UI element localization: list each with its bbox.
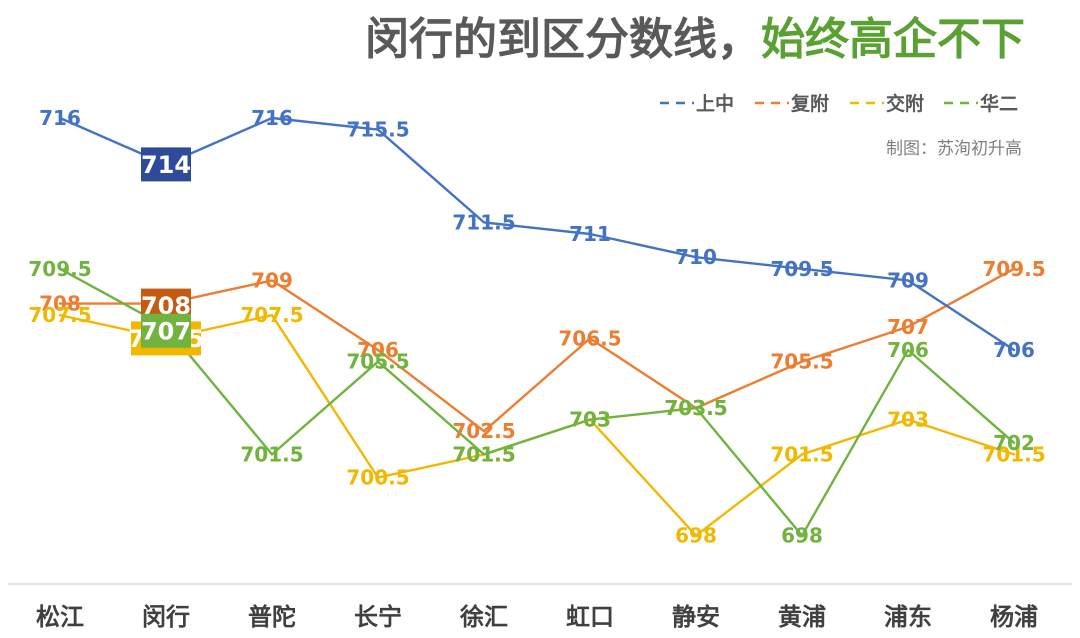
- x-tick-label: 黄浦: [778, 603, 826, 631]
- data-label-华二: 709.5: [28, 257, 91, 281]
- highlight-box-华二: [141, 313, 191, 348]
- data-label-华二: 703: [569, 408, 611, 432]
- data-label-华二: 706: [887, 338, 929, 362]
- data-label-交附: 701.5: [770, 442, 833, 466]
- legend-label: 复附: [790, 92, 829, 115]
- data-label-上中: 709.5: [770, 257, 833, 281]
- legend-label: 华二: [980, 92, 1018, 115]
- x-tick-label: 徐汇: [459, 603, 508, 631]
- data-label-上中: 710: [675, 245, 717, 269]
- data-label-交附: 703: [887, 408, 929, 432]
- series-line-复附: [58, 267, 1016, 433]
- data-label-华二: 698: [781, 524, 823, 548]
- x-axis-categories: 松江 闵行 普陀 长宁 徐汇 虹口 静安 黄浦 浦东 杨浦: [36, 603, 1038, 631]
- data-label-交附: 707.5: [240, 303, 303, 327]
- data-label-复附: 709: [251, 268, 293, 292]
- data-label-华二: 707: [141, 317, 191, 345]
- highlight-box-上中: [141, 147, 191, 182]
- chart-title-main: 闵行的到区分数线，: [365, 14, 761, 65]
- x-tick-label: 闵行: [142, 603, 190, 631]
- data-label-复附: 706: [357, 338, 399, 362]
- data-label-交附: 698: [675, 524, 717, 548]
- series-lines: [58, 116, 1016, 537]
- chart-title: 闵行的到区分数线，始终高企不下: [365, 14, 1025, 65]
- legend-label: 交附: [886, 92, 924, 115]
- data-label-上中: 716: [251, 106, 293, 130]
- data-label-上中: 716: [39, 106, 81, 130]
- data-label-华二: 705.5: [346, 350, 409, 374]
- data-label-复附: 702.5: [452, 419, 515, 443]
- chart-credit: 制图：苏洵初升高: [886, 139, 1022, 159]
- x-tick-label: 虹口: [566, 603, 614, 631]
- chart-title-highlight: 始终高企不下: [761, 14, 1025, 65]
- x-tick-label: 松江: [36, 603, 84, 631]
- data-label-复附: 709.5: [982, 257, 1045, 281]
- data-label-上中: 714: [141, 151, 191, 179]
- data-label-交附: 707.5: [28, 303, 91, 327]
- data-label-复附: 707: [887, 315, 929, 339]
- legend-label: 上中: [696, 92, 734, 115]
- data-label-上中: 715.5: [346, 118, 409, 142]
- data-label-交附: 701.5: [452, 442, 515, 466]
- data-label-华二: 701.5: [240, 442, 303, 466]
- data-label-交附: 703: [569, 408, 611, 432]
- data-label-上中: 711.5: [452, 210, 515, 234]
- data-label-华二: 702: [993, 431, 1035, 455]
- data-label-华二: 701.5: [452, 442, 515, 466]
- x-tick-label: 浦东: [884, 603, 932, 631]
- data-label-复附: 708: [39, 292, 81, 316]
- series-line-上中: [58, 116, 1016, 352]
- data-label-交附: 700.5: [346, 466, 409, 490]
- series-line-华二: [58, 267, 1016, 537]
- data-label-华二: 703.5: [664, 396, 727, 420]
- x-tick-label: 普陀: [248, 603, 296, 631]
- data-label-上中: 709: [887, 268, 929, 292]
- legend: 上中 复附 交附 华二: [660, 92, 1018, 115]
- x-tick-label: 静安: [672, 603, 720, 631]
- data-label-复附: 705.5: [770, 350, 833, 374]
- data-label-交附: 701.5: [982, 442, 1045, 466]
- data-label-复附: 706.5: [558, 326, 621, 350]
- data-label-复附: 703.5: [664, 396, 727, 420]
- data-label-上中: 706: [993, 338, 1035, 362]
- x-tick-label: 长宁: [354, 603, 402, 631]
- data-label-上中: 711: [569, 222, 611, 246]
- x-tick-label: 杨浦: [990, 603, 1038, 631]
